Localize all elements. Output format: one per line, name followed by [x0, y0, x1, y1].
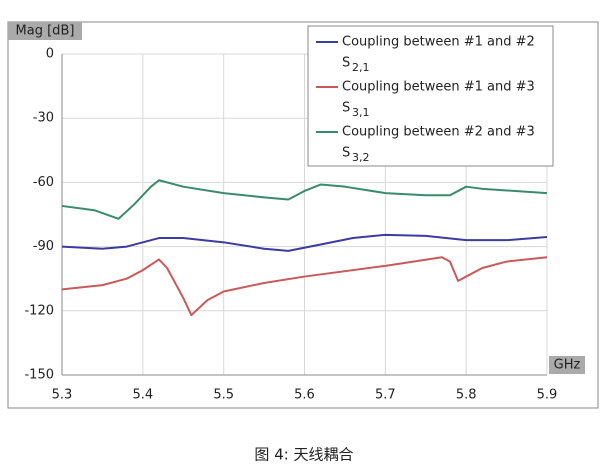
legend-symbol: S [342, 56, 350, 71]
x-tick-label: 5.9 [537, 388, 558, 403]
series-line [61, 179, 548, 220]
x-axis-label: GHz [554, 358, 581, 373]
legend-label: Coupling between #1 and #3 [342, 80, 535, 95]
legend-label: Coupling between #1 and #2 [342, 35, 535, 50]
legend-label: Coupling between #2 and #3 [342, 125, 535, 140]
legend-subscript: 3,2 [352, 151, 370, 164]
series-line [61, 233, 548, 252]
legend-subscript: 3,1 [352, 106, 370, 119]
y-tick-label: -150 [24, 368, 54, 383]
x-tick-label: 5.5 [213, 388, 234, 403]
x-tick-label: 5.3 [52, 388, 73, 403]
legend-symbol: S [342, 101, 350, 116]
legend-subscript: 2,1 [352, 61, 370, 74]
y-tick-label: -30 [33, 111, 54, 126]
frame [7, 21, 599, 409]
legend-box [307, 25, 554, 167]
caption: 图 4: 天线耦合 [254, 446, 353, 464]
y-axis-label: Mag [dB] [16, 24, 75, 39]
x-tick-label: 5.7 [375, 388, 396, 403]
x-tick-label: 5.4 [132, 388, 153, 403]
x-label-box [549, 356, 585, 374]
x-tick-label: 5.6 [294, 388, 315, 403]
y-tick-label: -120 [24, 303, 54, 318]
x-tick-label: 5.8 [456, 388, 477, 403]
series-line [61, 256, 548, 317]
y-tick-label: -60 [33, 175, 54, 190]
y-label-box [8, 22, 82, 40]
y-tick-label: 0 [46, 47, 54, 62]
legend-symbol: S [342, 146, 350, 161]
y-tick-label: -90 [33, 239, 54, 254]
